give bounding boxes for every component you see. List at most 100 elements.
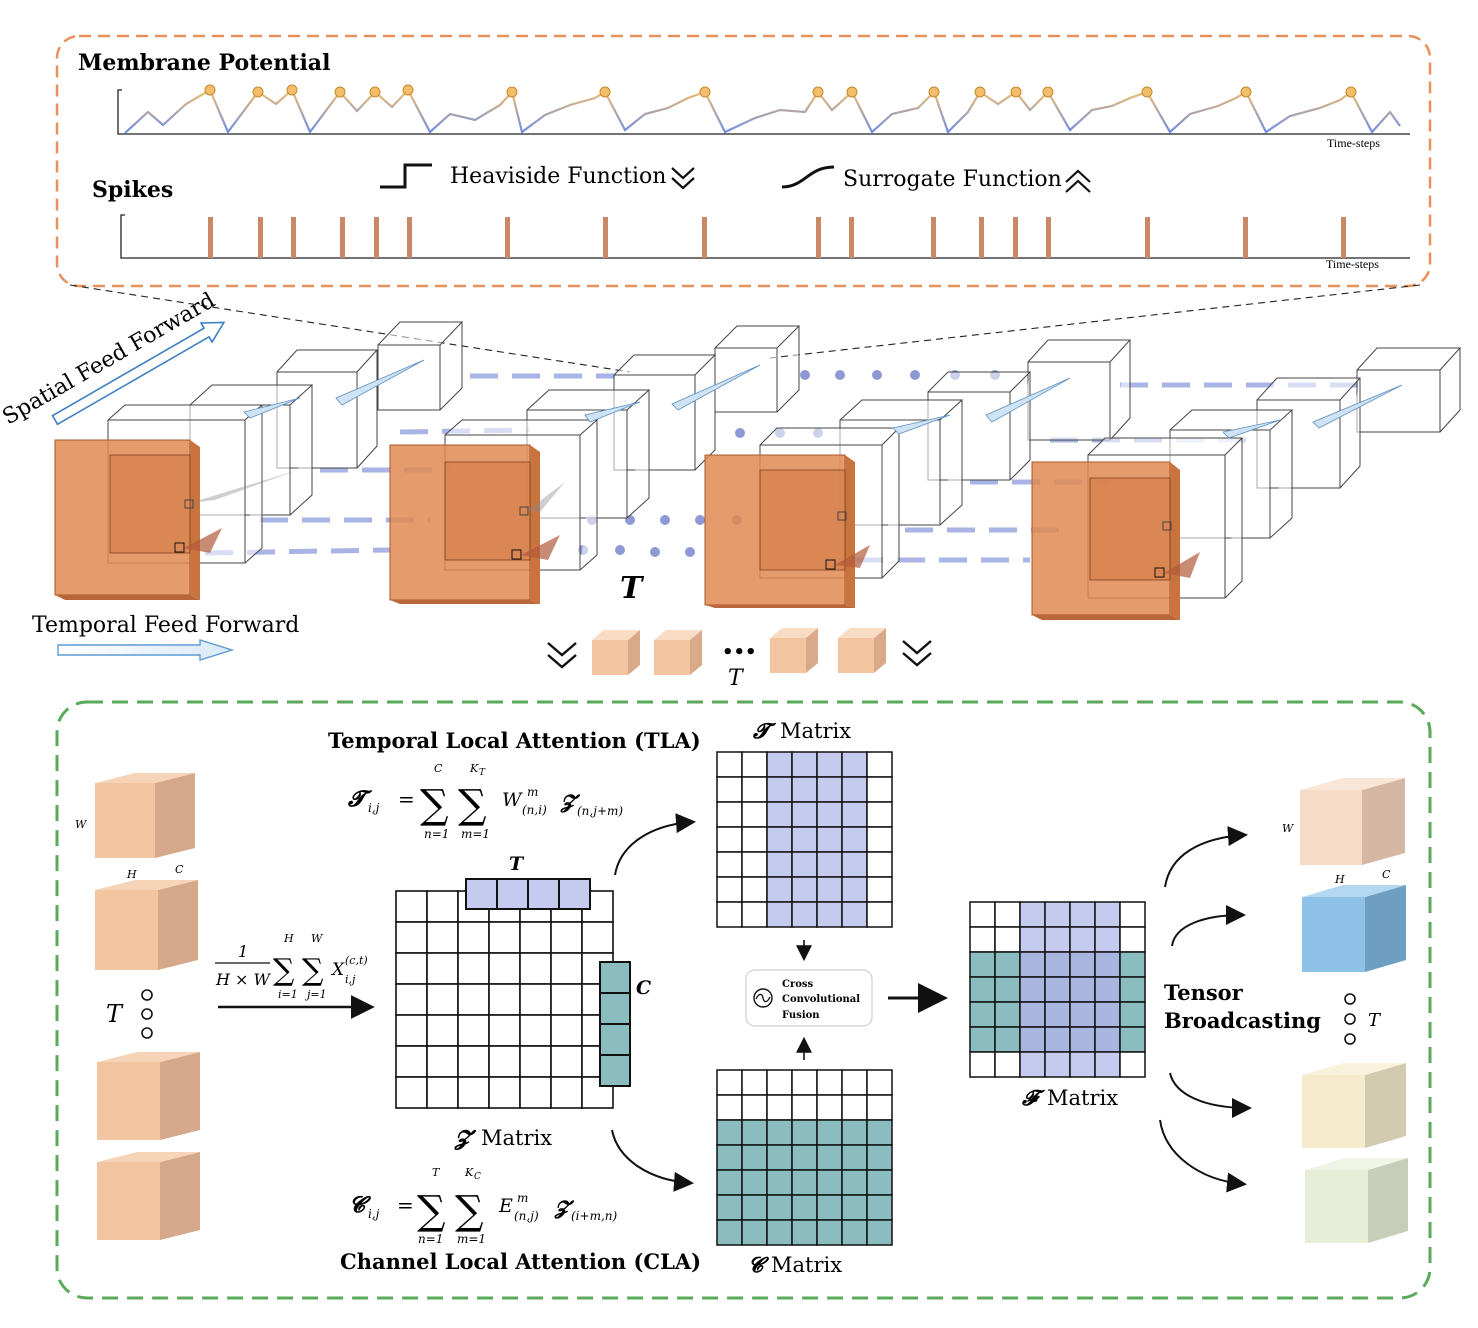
matrix-cell	[519, 983, 552, 1016]
svg-text:1: 1	[238, 942, 248, 961]
matrix-cell	[816, 751, 843, 778]
matrix-cell	[716, 776, 743, 803]
output-cube-3	[770, 628, 818, 673]
svg-text:j=1: j=1	[304, 988, 327, 1001]
bottom-panel: W H C T 1 H × W H ∑ i=1	[55, 700, 1432, 1300]
matrix-cell	[395, 1045, 428, 1078]
svg-text:H: H	[283, 932, 294, 945]
matrix-cell	[1044, 951, 1071, 978]
matrix-cell	[1019, 1026, 1046, 1053]
matrix-cell	[550, 1014, 583, 1047]
matrix-cell	[741, 751, 768, 778]
matrix-cell	[766, 751, 793, 778]
svg-text:∑: ∑	[455, 1188, 484, 1234]
matrix-cell	[716, 801, 743, 828]
input-cube-4	[97, 1152, 200, 1240]
svg-text:=: =	[397, 1193, 414, 1217]
matrix-cell	[866, 826, 893, 853]
matrix-cell	[1094, 901, 1121, 928]
feed-forward-section: Spatial Feed Forward Temporal Feed Forwa…	[0, 288, 1462, 691]
matrix-cell	[766, 776, 793, 803]
input-cube-3	[97, 1052, 200, 1140]
broadcast-arrow-3	[1169, 1072, 1252, 1118]
matrix-cell	[816, 1119, 843, 1146]
matrix-cell	[994, 1051, 1021, 1078]
matrix-cell	[1019, 951, 1046, 978]
matrix-cell	[866, 1069, 893, 1096]
matrix-cell	[841, 1094, 868, 1121]
matrix-cell	[488, 983, 521, 1016]
broadcast-arrow-1	[1164, 826, 1248, 888]
matrix-cell	[716, 1094, 743, 1121]
matrix-cell	[488, 1076, 521, 1109]
broadcast-cube-3	[1302, 1063, 1406, 1148]
matrix-cell	[519, 1045, 552, 1078]
matrix-cell	[426, 1014, 459, 1047]
temporal-arrow	[57, 639, 235, 661]
surrogate-icon	[781, 165, 835, 189]
matrix-cell	[841, 1219, 868, 1246]
matrix-cell	[791, 901, 818, 928]
c-matrix-label: Matrix	[771, 1253, 842, 1277]
c-matrix	[716, 1069, 893, 1246]
matrix-cell	[519, 1076, 552, 1109]
z-temporal-window-cell	[527, 878, 560, 910]
tensor-label-1: Tensor	[1164, 980, 1244, 1005]
matrix-cell	[816, 1069, 843, 1096]
matrix-cell	[1119, 926, 1146, 953]
fusion-line-2: Convolutional	[782, 994, 860, 1005]
matrix-cell	[550, 1076, 583, 1109]
spikes-axes	[120, 214, 1410, 259]
input-h-label: H	[126, 868, 137, 881]
svg-text:∑: ∑	[273, 953, 295, 988]
matrix-cell	[1069, 926, 1096, 953]
matrix-cell	[741, 876, 768, 903]
z-channel-window-cell	[599, 961, 631, 994]
svg-text:(c,t): (c,t)	[345, 954, 368, 967]
matrix-cell	[841, 876, 868, 903]
z-channel-window-cell	[599, 1023, 631, 1056]
matrix-cell	[1094, 1001, 1121, 1028]
svg-text:C: C	[474, 1172, 481, 1182]
matrix-cell	[741, 1219, 768, 1246]
matrix-cell	[395, 921, 428, 954]
matrix-cell	[716, 1119, 743, 1146]
membrane-axes	[117, 89, 1410, 135]
matrix-cell	[841, 851, 868, 878]
matrix-cell	[866, 1169, 893, 1196]
matrix-cell	[816, 901, 843, 928]
broadcast-arrow-2	[1171, 905, 1246, 947]
matrix-cell	[866, 751, 893, 778]
matrix-cell	[741, 1069, 768, 1096]
z-matrix-label: Matrix	[481, 1126, 552, 1150]
matrix-cell	[741, 1094, 768, 1121]
c-formula: 𝓒 i,j = T ∑ n=1 K C ∑ m=1 E m (n,j) 𝓩 (i…	[349, 1166, 617, 1246]
svg-text:E: E	[498, 1195, 513, 1217]
matrix-cell	[791, 826, 818, 853]
feature-map-3	[704, 454, 870, 608]
matrix-cell	[488, 952, 521, 985]
matrix-cell	[969, 951, 996, 978]
matrix-cell	[1019, 926, 1046, 953]
matrix-cell	[969, 1026, 996, 1053]
output-down-chevron-right-icon	[902, 640, 932, 667]
output-c-label: C	[1382, 868, 1391, 881]
matrix-cell	[741, 901, 768, 928]
matrix-cell	[1069, 1051, 1096, 1078]
matrix-cell	[994, 1001, 1021, 1028]
t-formula: 𝓣 i,j = C ∑ n=1 K T ∑ m=1 W m (n,i) 𝓩 (n…	[347, 762, 623, 841]
svg-text:W: W	[311, 932, 324, 945]
output-h-label: H	[1334, 873, 1345, 886]
matrix-cell	[866, 1119, 893, 1146]
matrix-cell	[741, 851, 768, 878]
svg-text:∑: ∑	[420, 782, 449, 828]
top-panel-border	[55, 34, 1432, 288]
matrix-cell	[816, 1144, 843, 1171]
input-cube-2	[95, 880, 198, 970]
matrix-cell	[816, 1219, 843, 1246]
matrix-cell	[550, 1045, 583, 1078]
svg-text:∑: ∑	[302, 953, 324, 988]
matrix-cell	[426, 890, 459, 923]
matrix-cell	[766, 801, 793, 828]
